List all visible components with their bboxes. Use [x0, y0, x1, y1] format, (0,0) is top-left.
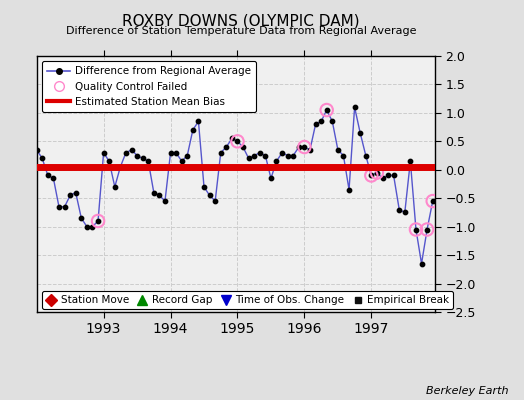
Point — [111, 184, 119, 190]
Point — [311, 121, 320, 128]
Point — [317, 118, 325, 125]
Point — [261, 152, 269, 159]
Point — [334, 147, 342, 153]
Point — [66, 192, 74, 198]
Point — [373, 170, 381, 176]
Point — [71, 189, 80, 196]
Point — [389, 172, 398, 179]
Point — [245, 155, 253, 162]
Point — [43, 172, 52, 179]
Point — [127, 147, 136, 153]
Point — [233, 138, 242, 144]
Point — [161, 198, 169, 204]
Point — [384, 172, 392, 179]
Point — [267, 175, 275, 182]
Point — [322, 107, 331, 113]
Point — [378, 175, 387, 182]
Point — [49, 175, 58, 182]
Point — [77, 215, 85, 221]
Point — [233, 138, 242, 144]
Point — [278, 150, 286, 156]
Point — [345, 186, 353, 193]
Point — [60, 204, 69, 210]
Point — [429, 198, 437, 204]
Point — [401, 209, 409, 216]
Point — [38, 155, 47, 162]
Point — [423, 226, 431, 233]
Point — [417, 260, 425, 267]
Point — [283, 152, 292, 159]
Point — [222, 144, 231, 150]
Point — [116, 164, 125, 170]
Text: Difference of Station Temperature Data from Regional Average: Difference of Station Temperature Data f… — [66, 26, 416, 36]
Point — [367, 172, 376, 179]
Point — [178, 158, 186, 164]
Point — [94, 218, 102, 224]
Point — [105, 158, 113, 164]
Point — [194, 118, 203, 125]
Point — [138, 155, 147, 162]
Point — [367, 172, 376, 179]
Point — [88, 224, 96, 230]
Point — [356, 130, 364, 136]
Point — [189, 127, 197, 133]
Point — [373, 170, 381, 176]
Point — [122, 150, 130, 156]
Point — [200, 184, 208, 190]
Point — [55, 204, 63, 210]
Point — [406, 158, 414, 164]
Point — [339, 152, 347, 159]
Point — [300, 144, 309, 150]
Point — [166, 150, 174, 156]
Point — [83, 224, 91, 230]
Point — [306, 147, 314, 153]
Point — [412, 226, 420, 233]
Text: ROXBY DOWNS (OLYMPIC DAM): ROXBY DOWNS (OLYMPIC DAM) — [122, 14, 360, 29]
Point — [172, 150, 180, 156]
Point — [294, 144, 303, 150]
Point — [211, 198, 220, 204]
Point — [239, 144, 247, 150]
Point — [328, 118, 336, 125]
Point — [155, 192, 163, 198]
Point — [144, 158, 152, 164]
Point — [216, 150, 225, 156]
Point — [250, 152, 258, 159]
Point — [183, 152, 191, 159]
Point — [351, 104, 359, 110]
Point — [32, 147, 41, 153]
Point — [429, 198, 437, 204]
Point — [94, 218, 102, 224]
Point — [289, 152, 298, 159]
Point — [256, 150, 264, 156]
Point — [395, 206, 403, 213]
Point — [205, 192, 214, 198]
Legend: Station Move, Record Gap, Time of Obs. Change, Empirical Break: Station Move, Record Gap, Time of Obs. C… — [42, 291, 453, 309]
Point — [362, 152, 370, 159]
Point — [300, 144, 309, 150]
Text: Berkeley Earth: Berkeley Earth — [426, 386, 508, 396]
Point — [133, 152, 141, 159]
Point — [228, 135, 236, 142]
Point — [412, 226, 420, 233]
Point — [100, 150, 108, 156]
Point — [272, 158, 281, 164]
Point — [322, 107, 331, 113]
Point — [150, 189, 158, 196]
Point — [423, 226, 431, 233]
